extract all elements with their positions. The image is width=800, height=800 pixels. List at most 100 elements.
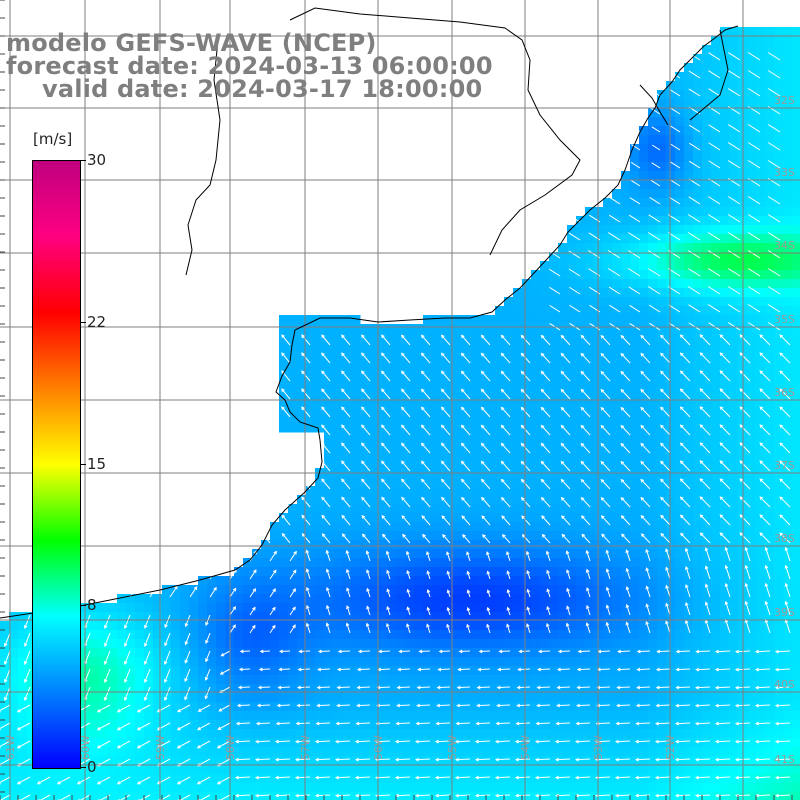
wind-speed-cell <box>792 594 800 604</box>
wind-arrow <box>566 605 571 616</box>
wind-speed-cell <box>99 720 109 730</box>
wind-speed-cell <box>558 738 568 748</box>
wind-speed-cell <box>576 414 586 424</box>
wind-speed-cell <box>243 585 253 595</box>
wind-speed-cell <box>594 342 604 352</box>
wind-speed-cell <box>297 378 307 388</box>
wind-speed-cell <box>747 513 757 523</box>
wind-speed-cell <box>756 522 766 532</box>
wind-speed-cell <box>756 261 766 271</box>
wind-arrow <box>301 406 311 418</box>
wind-speed-cell <box>747 396 757 406</box>
wind-speed-cell <box>153 702 163 712</box>
wind-speed-cell <box>648 144 658 154</box>
wind-speed-cell <box>657 585 667 595</box>
wind-speed-cell <box>693 117 703 127</box>
wind-speed-cell <box>621 513 631 523</box>
wind-speed-cell <box>459 414 469 424</box>
wind-speed-cell <box>387 504 397 514</box>
wind-speed-cell <box>720 450 730 460</box>
wind-speed-cell <box>612 279 622 289</box>
wind-speed-cell <box>396 621 406 631</box>
wind-speed-cell <box>432 432 442 442</box>
wind-speed-cell <box>441 738 451 748</box>
wind-speed-cell <box>711 576 721 586</box>
wind-speed-cell <box>513 540 523 550</box>
wind-speed-cell <box>603 441 613 451</box>
wind-speed-cell <box>621 234 631 244</box>
wind-speed-cell <box>540 729 550 739</box>
wind-speed-cell <box>693 405 703 415</box>
wind-speed-cell <box>648 432 658 442</box>
wind-speed-cell <box>189 792 199 800</box>
wind-speed-cell <box>585 306 595 316</box>
wind-speed-cell <box>405 558 415 568</box>
wind-speed-cell <box>576 585 586 595</box>
wind-arrow <box>361 442 371 454</box>
wind-speed-cell <box>27 729 37 739</box>
wind-speed-cell <box>684 90 694 100</box>
wind-speed-cell <box>306 513 316 523</box>
wind-speed-cell <box>288 333 298 343</box>
wind-speed-cell <box>792 423 800 433</box>
wind-speed-cell <box>135 603 145 613</box>
wind-speed-cell <box>630 720 640 730</box>
wind-speed-cell <box>468 612 478 622</box>
wind-speed-cell <box>567 729 577 739</box>
wind-speed-cell <box>513 324 523 334</box>
wind-speed-cell <box>612 207 622 217</box>
wind-speed-cell <box>324 792 334 800</box>
wind-speed-cell <box>612 540 622 550</box>
wind-speed-cell <box>702 774 712 784</box>
wind-speed-cell <box>306 603 316 613</box>
wind-speed-cell <box>756 225 766 235</box>
wind-speed-cell <box>405 450 415 460</box>
wind-speed-cell <box>540 450 550 460</box>
wind-arrow <box>699 406 711 418</box>
wind-speed-cell <box>468 387 478 397</box>
wind-speed-cell <box>405 549 415 559</box>
wind-speed-cell <box>396 450 406 460</box>
wind-speed-cell <box>693 63 703 73</box>
wind-speed-cell <box>360 423 370 433</box>
wind-arrow <box>585 568 591 580</box>
wind-speed-cell <box>288 549 298 559</box>
wind-speed-cell <box>666 513 676 523</box>
wind-speed-cell <box>585 621 595 631</box>
wind-speed-cell <box>414 387 424 397</box>
wind-speed-cell <box>540 621 550 631</box>
wind-speed-cell <box>387 351 397 361</box>
wind-speed-cell <box>585 720 595 730</box>
wind-speed-cell <box>468 639 478 649</box>
wind-arrow <box>426 623 431 634</box>
wind-speed-cell <box>441 747 451 757</box>
wind-speed-cell <box>621 387 631 397</box>
wind-speed-cell <box>531 513 541 523</box>
wind-speed-cell <box>423 531 433 541</box>
wind-speed-cell <box>720 306 730 316</box>
wind-speed-cell <box>531 270 541 280</box>
wind-speed-cell <box>387 360 397 370</box>
wind-speed-cell <box>522 639 532 649</box>
wind-speed-cell <box>423 792 433 800</box>
wind-speed-cell <box>720 513 730 523</box>
wind-speed-cell <box>567 783 577 793</box>
wind-speed-cell <box>342 315 352 325</box>
wind-speed-cell <box>306 567 316 577</box>
wind-speed-cell <box>783 738 793 748</box>
wind-speed-cell <box>693 657 703 667</box>
wind-speed-cell <box>765 585 775 595</box>
wind-speed-cell <box>630 729 640 739</box>
wind-speed-cell <box>792 342 800 352</box>
wind-speed-cell <box>333 783 343 793</box>
wind-speed-cell <box>405 396 415 406</box>
wind-speed-cell <box>297 783 307 793</box>
wind-speed-cell <box>693 585 703 595</box>
wind-speed-cell <box>729 594 739 604</box>
wind-speed-cell <box>684 513 694 523</box>
wind-speed-cell <box>774 315 784 325</box>
wind-speed-cell <box>99 756 109 766</box>
wind-speed-cell <box>540 432 550 442</box>
wind-speed-cell <box>351 738 361 748</box>
wind-speed-cell <box>504 486 514 496</box>
